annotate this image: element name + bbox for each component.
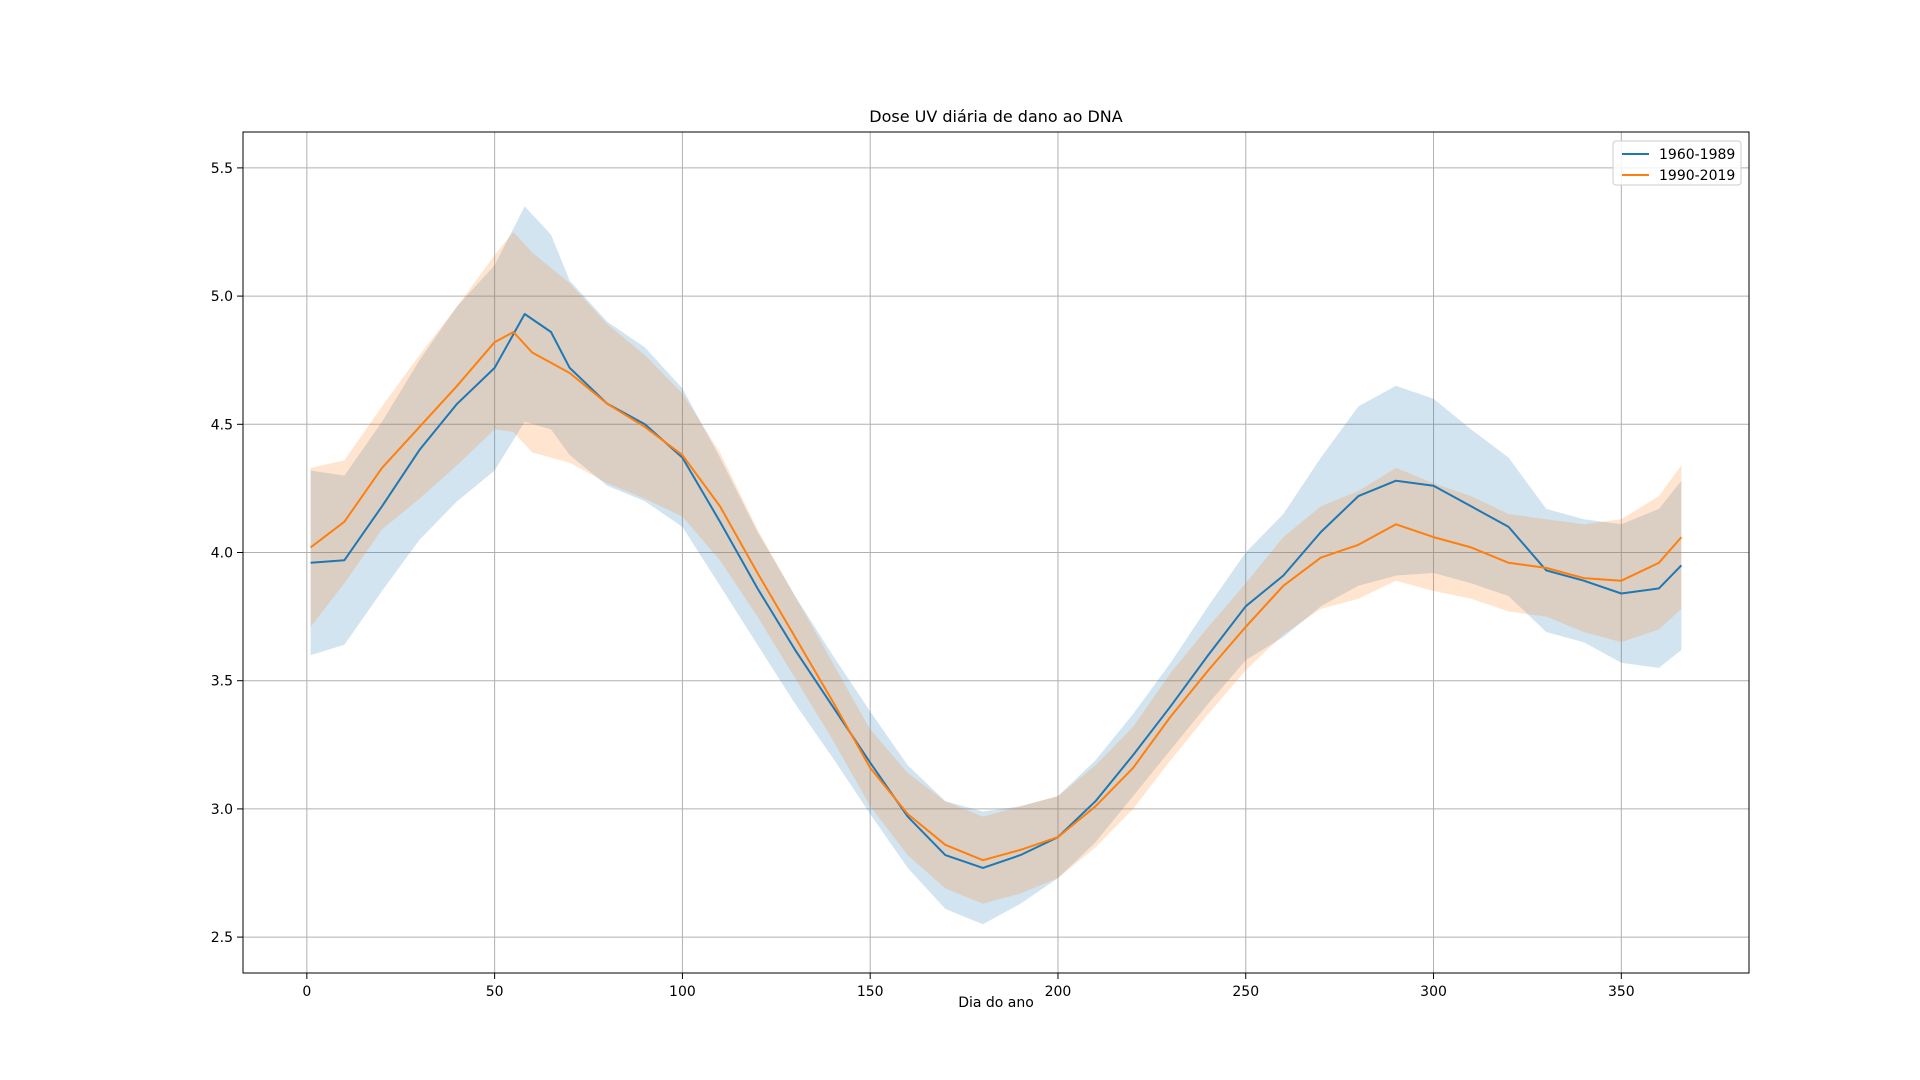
x-tick-label: 300 xyxy=(1420,984,1447,1000)
x-tick-label: 350 xyxy=(1608,984,1635,1000)
y-tick-label: 3.5 xyxy=(211,674,233,690)
series-lines xyxy=(309,313,1683,869)
y-tick-label: 4.0 xyxy=(211,546,233,562)
x-tick-label: 250 xyxy=(1232,984,1259,1000)
x-axis-ticks: 0 50 100 150 200 250 300 350 xyxy=(302,973,1635,1000)
x-tick-label: 150 xyxy=(857,984,884,1000)
x-axis-label: Dia do ano xyxy=(958,995,1034,1011)
x-tick-label: 0 xyxy=(302,984,311,1000)
x-tick-label: 50 xyxy=(486,984,504,1000)
y-tick-label: 2.5 xyxy=(211,930,233,946)
line-series-1 xyxy=(310,313,1683,869)
x-tick-label: 100 xyxy=(669,984,696,1000)
band-series-1 xyxy=(310,206,1682,925)
legend: 1960-1989 1990-2019 xyxy=(1612,140,1742,186)
y-tick-label: 5.5 xyxy=(211,161,233,177)
legend-label: 1990-2019 xyxy=(1659,168,1735,184)
legend-label: 1960-1989 xyxy=(1659,147,1735,163)
x-tick-label: 200 xyxy=(1045,984,1072,1000)
y-axis-ticks: 2.5 3.0 3.5 4.0 4.5 5.0 5.5 xyxy=(211,161,243,946)
band-series-2 xyxy=(310,232,1682,904)
y-tick-label: 3.0 xyxy=(211,802,233,818)
confidence-bands xyxy=(310,206,1682,925)
grid xyxy=(243,132,1749,973)
line-series-2 xyxy=(309,331,1683,862)
y-tick-label: 5.0 xyxy=(211,289,233,305)
y-tick-label: 4.5 xyxy=(211,417,233,433)
chart-title: Dose UV diária de dano ao DNA xyxy=(869,107,1122,126)
